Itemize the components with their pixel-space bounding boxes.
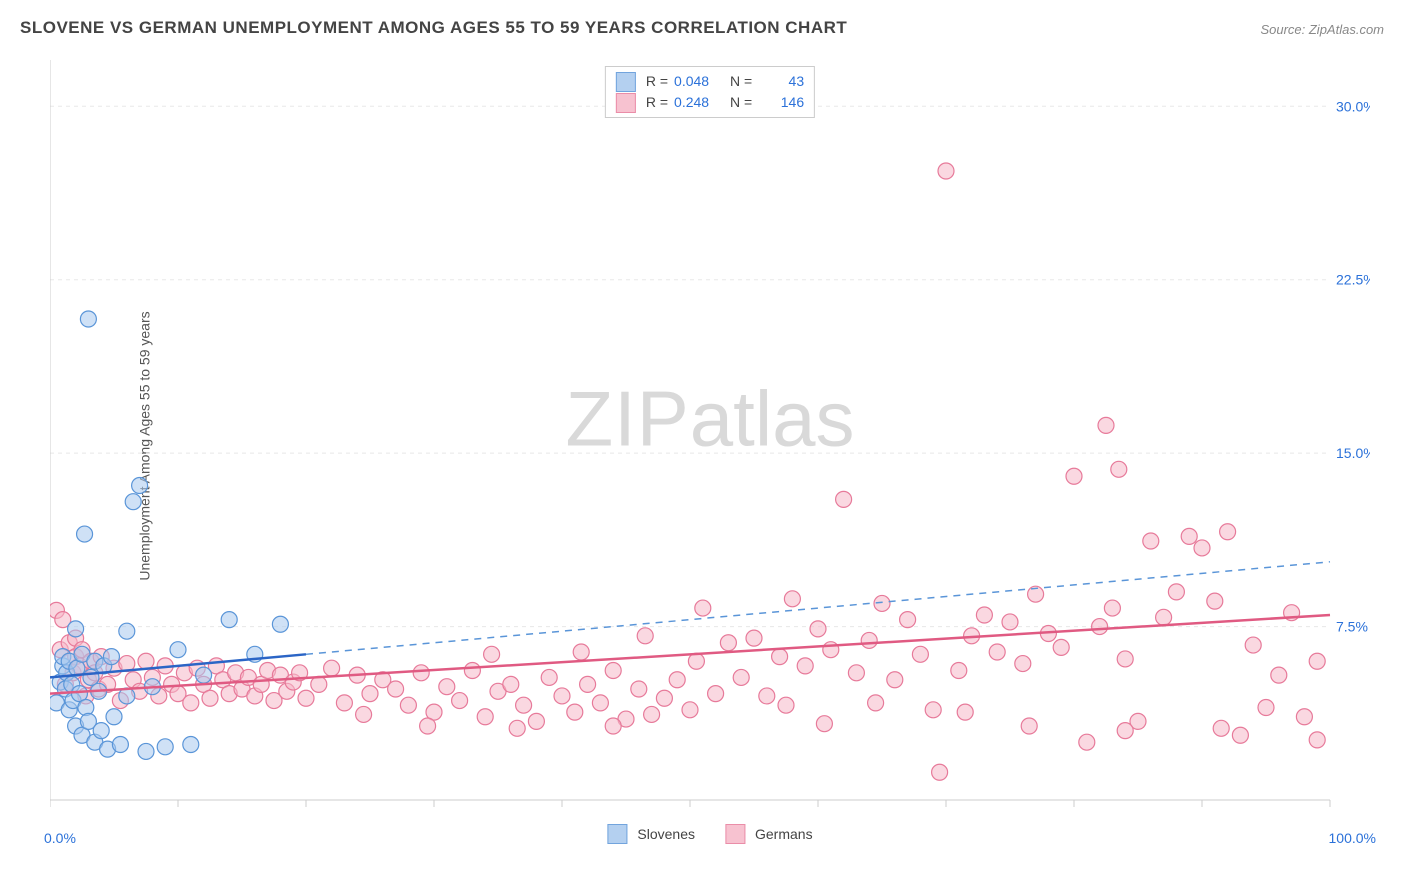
y-tick-label: 7.5%	[1336, 619, 1368, 635]
legend-row-slovenes: R = 0.048 N = 43	[616, 71, 804, 92]
legend-r-label: R =	[646, 71, 668, 92]
source-credit: Source: ZipAtlas.com	[1260, 22, 1384, 37]
y-tick-label: 22.5%	[1336, 272, 1370, 288]
legend-r-label: R =	[646, 92, 668, 113]
legend-swatch-germans	[616, 93, 636, 113]
legend-n-label: N =	[726, 92, 752, 113]
legend-n-value-slovenes: 43	[758, 71, 804, 92]
legend-n-label: N =	[726, 71, 752, 92]
legend-r-value-slovenes: 0.048	[674, 71, 720, 92]
legend-label-slovenes: Slovenes	[637, 826, 695, 842]
legend-item-germans: Germans	[725, 824, 813, 844]
legend-item-slovenes: Slovenes	[607, 824, 695, 844]
chart-svg: 7.5% 15.0% 22.5% 30.0%	[50, 60, 1370, 840]
legend-swatch-germans-2	[725, 824, 745, 844]
x-axis-max-label: 100.0%	[1329, 830, 1376, 846]
legend-label-germans: Germans	[755, 826, 813, 842]
legend-correlation: R = 0.048 N = 43 R = 0.248 N = 146	[605, 66, 815, 118]
legend-swatch-slovenes-2	[607, 824, 627, 844]
chart-title: SLOVENE VS GERMAN UNEMPLOYMENT AMONG AGE…	[20, 18, 847, 38]
y-tick-label: 30.0%	[1336, 98, 1370, 114]
legend-series: Slovenes Germans	[607, 824, 812, 844]
legend-swatch-slovenes	[616, 72, 636, 92]
plot-area: ZIPatlas R = 0.048 N = 43 R = 0.248 N = …	[50, 60, 1370, 840]
legend-row-germans: R = 0.248 N = 146	[616, 92, 804, 113]
legend-n-value-germans: 146	[758, 92, 804, 113]
x-axis-min-label: 0.0%	[44, 830, 76, 846]
y-tick-label: 15.0%	[1336, 445, 1370, 461]
legend-r-value-germans: 0.248	[674, 92, 720, 113]
